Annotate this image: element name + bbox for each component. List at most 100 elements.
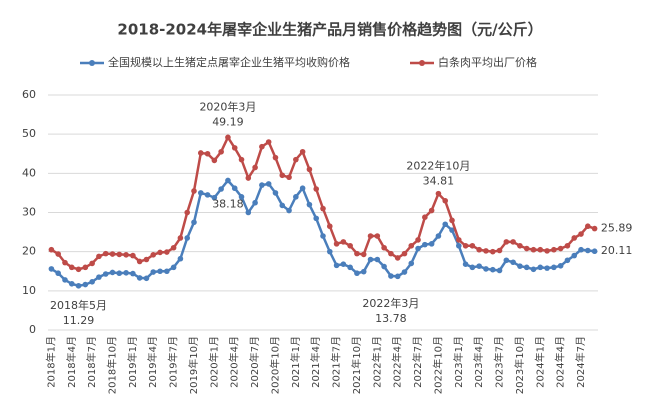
data-point: [462, 242, 469, 249]
annotation: 2022年10月: [406, 159, 470, 173]
data-point: [102, 271, 109, 277]
y-tick-label: 50: [22, 127, 36, 140]
data-point: [157, 268, 163, 275]
x-tick-label: 2023年7月: [493, 336, 506, 388]
data-point: [238, 156, 245, 163]
data-point: [401, 250, 408, 257]
x-tick-label: 2019年10月: [187, 336, 200, 394]
data-point: [164, 249, 170, 255]
x-tick-label: 2018年1月: [44, 336, 57, 388]
data-point: [238, 194, 245, 200]
data-point: [123, 252, 129, 258]
data-point: [374, 233, 381, 239]
data-point: [313, 215, 320, 222]
data-point: [469, 264, 476, 271]
data-point: [82, 281, 89, 288]
data-point: [564, 257, 571, 264]
data-point: [123, 270, 129, 276]
data-point: [279, 172, 286, 179]
x-tick-label: 2019年7月: [167, 336, 180, 388]
data-point: [177, 255, 184, 262]
y-tick-label: 10: [22, 284, 36, 297]
y-tick-label: 30: [22, 206, 36, 219]
data-point: [259, 143, 265, 150]
y-tick-label: 20: [22, 245, 36, 258]
data-point: [279, 202, 286, 209]
data-point: [109, 269, 116, 276]
data-point: [415, 237, 421, 243]
data-point: [510, 239, 516, 245]
data-point: [523, 245, 530, 252]
series-line: [50, 178, 595, 288]
data-point: [442, 221, 449, 228]
x-tick-label: 2022年1月: [370, 336, 383, 388]
data-point: [503, 257, 510, 264]
x-tick-label: 2018年7月: [85, 336, 98, 388]
data-point: [184, 209, 190, 216]
data-point: [496, 247, 503, 254]
data-point: [537, 264, 544, 271]
data-label: 13.78: [375, 312, 407, 325]
legend-label: 全国规模以上生猪定点屠宰企业生猪平均收购价格: [108, 55, 350, 69]
data-point: [517, 263, 523, 269]
data-point: [523, 264, 530, 271]
data-point: [456, 237, 462, 243]
data-point: [530, 266, 537, 273]
data-point: [503, 239, 510, 245]
data-point: [585, 223, 591, 230]
x-tick-label: 2018年10月: [106, 336, 119, 394]
data-point: [585, 247, 591, 254]
data-point: [150, 252, 157, 258]
x-tick-label: 2022年7月: [411, 336, 424, 388]
data-point: [381, 244, 387, 251]
data-point: [435, 190, 442, 197]
data-point: [231, 185, 238, 192]
x-tick-label: 2024年1月: [533, 336, 546, 388]
data-point: [489, 266, 496, 273]
data-point: [428, 207, 435, 214]
data-point: [476, 246, 482, 253]
data-point: [388, 250, 394, 257]
x-tick-label: 2020年7月: [248, 336, 261, 388]
data-point: [136, 258, 143, 265]
data-point: [578, 246, 584, 253]
data-point: [496, 267, 503, 274]
data-point: [449, 227, 455, 233]
x-tick-label: 2022年4月: [391, 336, 404, 388]
data-point: [225, 134, 231, 141]
data-point: [360, 251, 367, 258]
data-point: [191, 188, 197, 194]
data-point: [286, 174, 292, 181]
legend-marker: [89, 60, 95, 66]
data-point: [55, 251, 61, 257]
data-point: [299, 148, 306, 155]
data-point: [394, 255, 401, 261]
annotation: 2020年3月: [199, 99, 256, 113]
data-point: [130, 270, 136, 277]
data-point: [571, 235, 578, 241]
data-label: 11.29: [63, 314, 95, 327]
x-tick-label: 2019年4月: [146, 336, 159, 388]
data-point: [388, 273, 394, 279]
data-point: [381, 263, 387, 270]
data-point: [286, 207, 292, 214]
x-tick-label: 2020年1月: [207, 336, 220, 388]
data-label: 38.18: [212, 197, 244, 210]
data-point: [557, 262, 564, 269]
data-point: [313, 186, 320, 192]
data-point: [354, 270, 360, 277]
data-point: [347, 242, 353, 249]
data-point: [320, 233, 326, 239]
data-point: [204, 192, 211, 198]
data-point: [218, 186, 224, 192]
data-point: [299, 185, 306, 192]
data-point: [340, 239, 347, 245]
data-point: [557, 245, 564, 252]
legend-label: 白条肉平均出厂价格: [438, 55, 537, 69]
data-point: [326, 248, 333, 255]
data-point: [109, 251, 116, 257]
data-point: [211, 157, 218, 164]
data-point: [462, 261, 469, 268]
data-point: [551, 246, 557, 253]
